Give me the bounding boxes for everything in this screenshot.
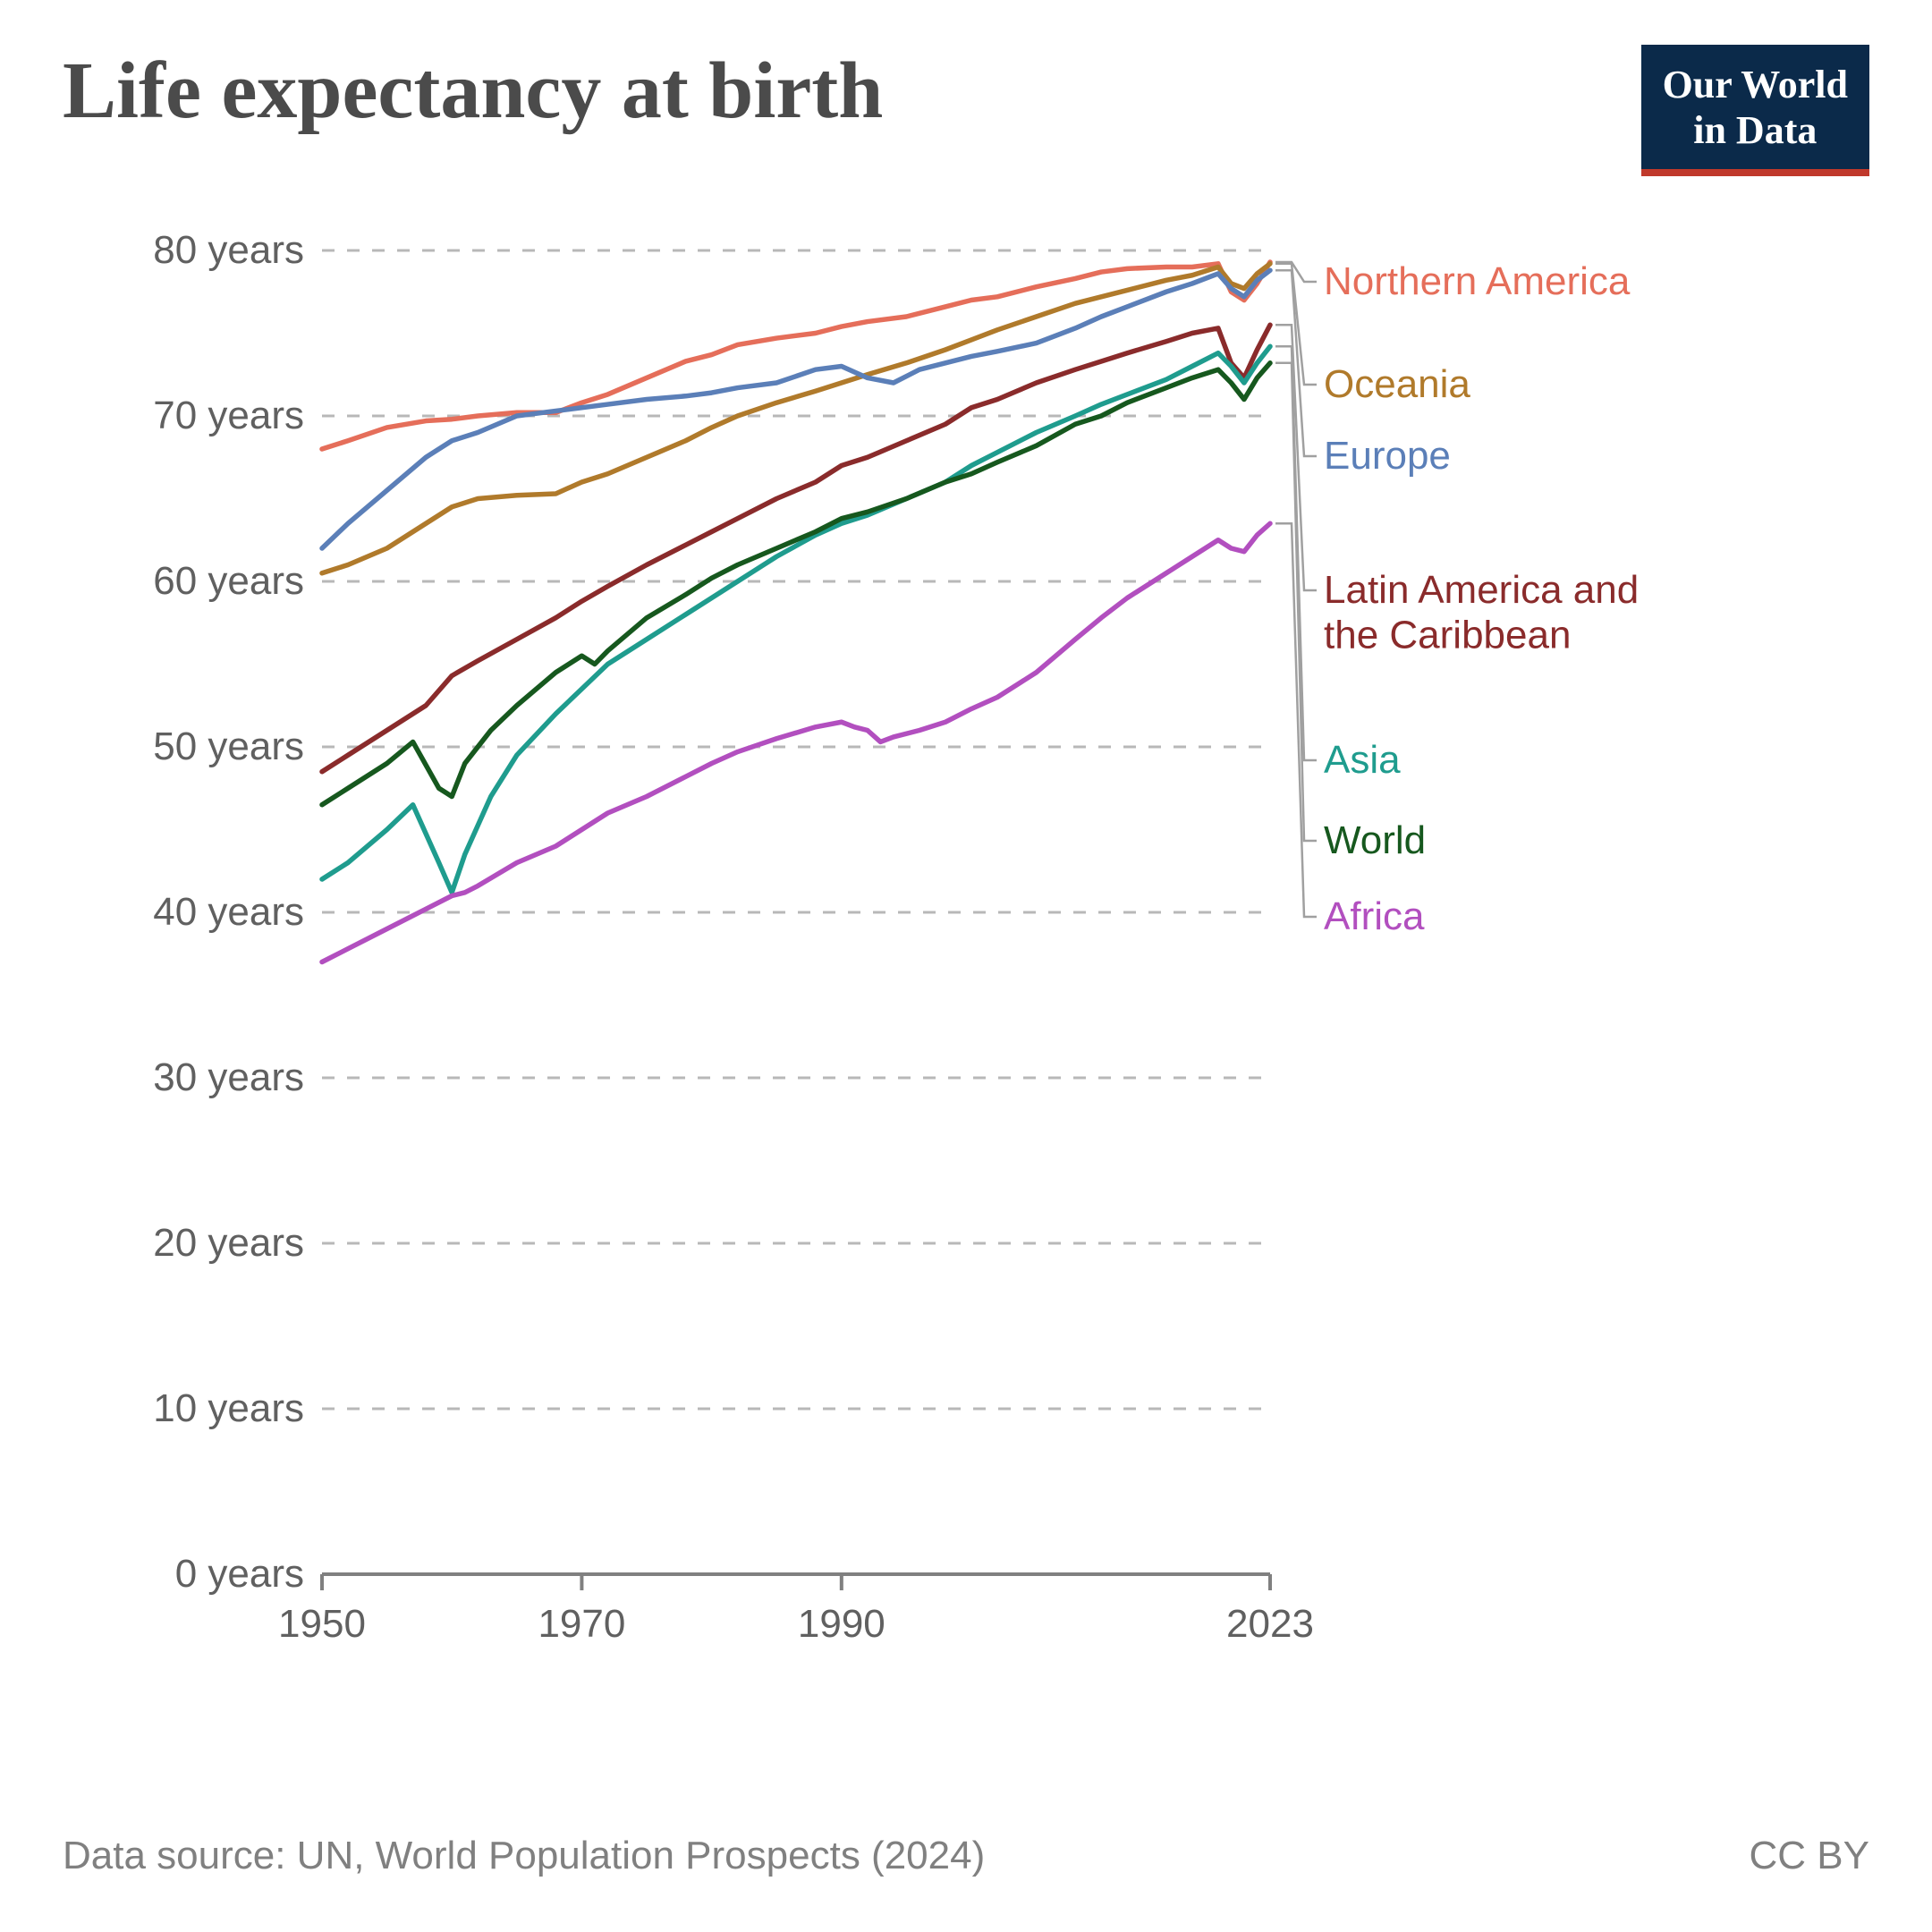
- y-axis-label: 30 years: [153, 1055, 304, 1099]
- legend-label: Oceania: [1324, 362, 1470, 406]
- chart-title: Life expectancy at birth: [63, 45, 1869, 137]
- series-world: [322, 363, 1270, 805]
- legend-label: Europe: [1324, 434, 1451, 478]
- series-asia: [322, 346, 1270, 893]
- y-axis-label: 50 years: [153, 724, 304, 768]
- legend-connector: [1275, 523, 1317, 917]
- logo-line2: in Data: [1663, 108, 1848, 154]
- x-axis-label: 1990: [798, 1602, 886, 1646]
- y-axis-label: 60 years: [153, 559, 304, 603]
- y-axis-label: 0 years: [175, 1552, 304, 1596]
- y-axis-label: 40 years: [153, 890, 304, 934]
- y-axis-label: 20 years: [153, 1221, 304, 1265]
- y-axis-label: 10 years: [153, 1386, 304, 1430]
- x-axis-label: 1970: [538, 1602, 625, 1646]
- chart-area: 0 years 10 years 20 years 30 years 40 years 5…: [63, 233, 1914, 1735]
- legend-label: the Caribbean: [1324, 614, 1571, 657]
- series-europe: [322, 270, 1270, 548]
- series-africa: [322, 523, 1270, 962]
- x-axis-label: 2023: [1226, 1602, 1314, 1646]
- legend-label: World: [1324, 818, 1426, 862]
- legend-label: Northern America: [1324, 259, 1631, 303]
- owid-logo: Our World in Data: [1641, 45, 1869, 176]
- legend-label: Asia: [1324, 738, 1401, 782]
- line-chart-svg: 0 years 10 years 20 years 30 years 40 years 5…: [63, 233, 1914, 1735]
- legend-label: Africa: [1324, 894, 1425, 938]
- logo-line1: Our World: [1663, 63, 1848, 108]
- x-axis-label: 1950: [278, 1602, 366, 1646]
- y-axis-label: 70 years: [153, 394, 304, 437]
- legend-connector: [1275, 262, 1317, 282]
- y-axis-label: 80 years: [153, 233, 304, 272]
- license-label: CC BY: [1750, 1834, 1869, 1878]
- legend-label: Latin America and: [1324, 568, 1639, 612]
- data-source: Data source: UN, World Population Prospe…: [63, 1834, 985, 1878]
